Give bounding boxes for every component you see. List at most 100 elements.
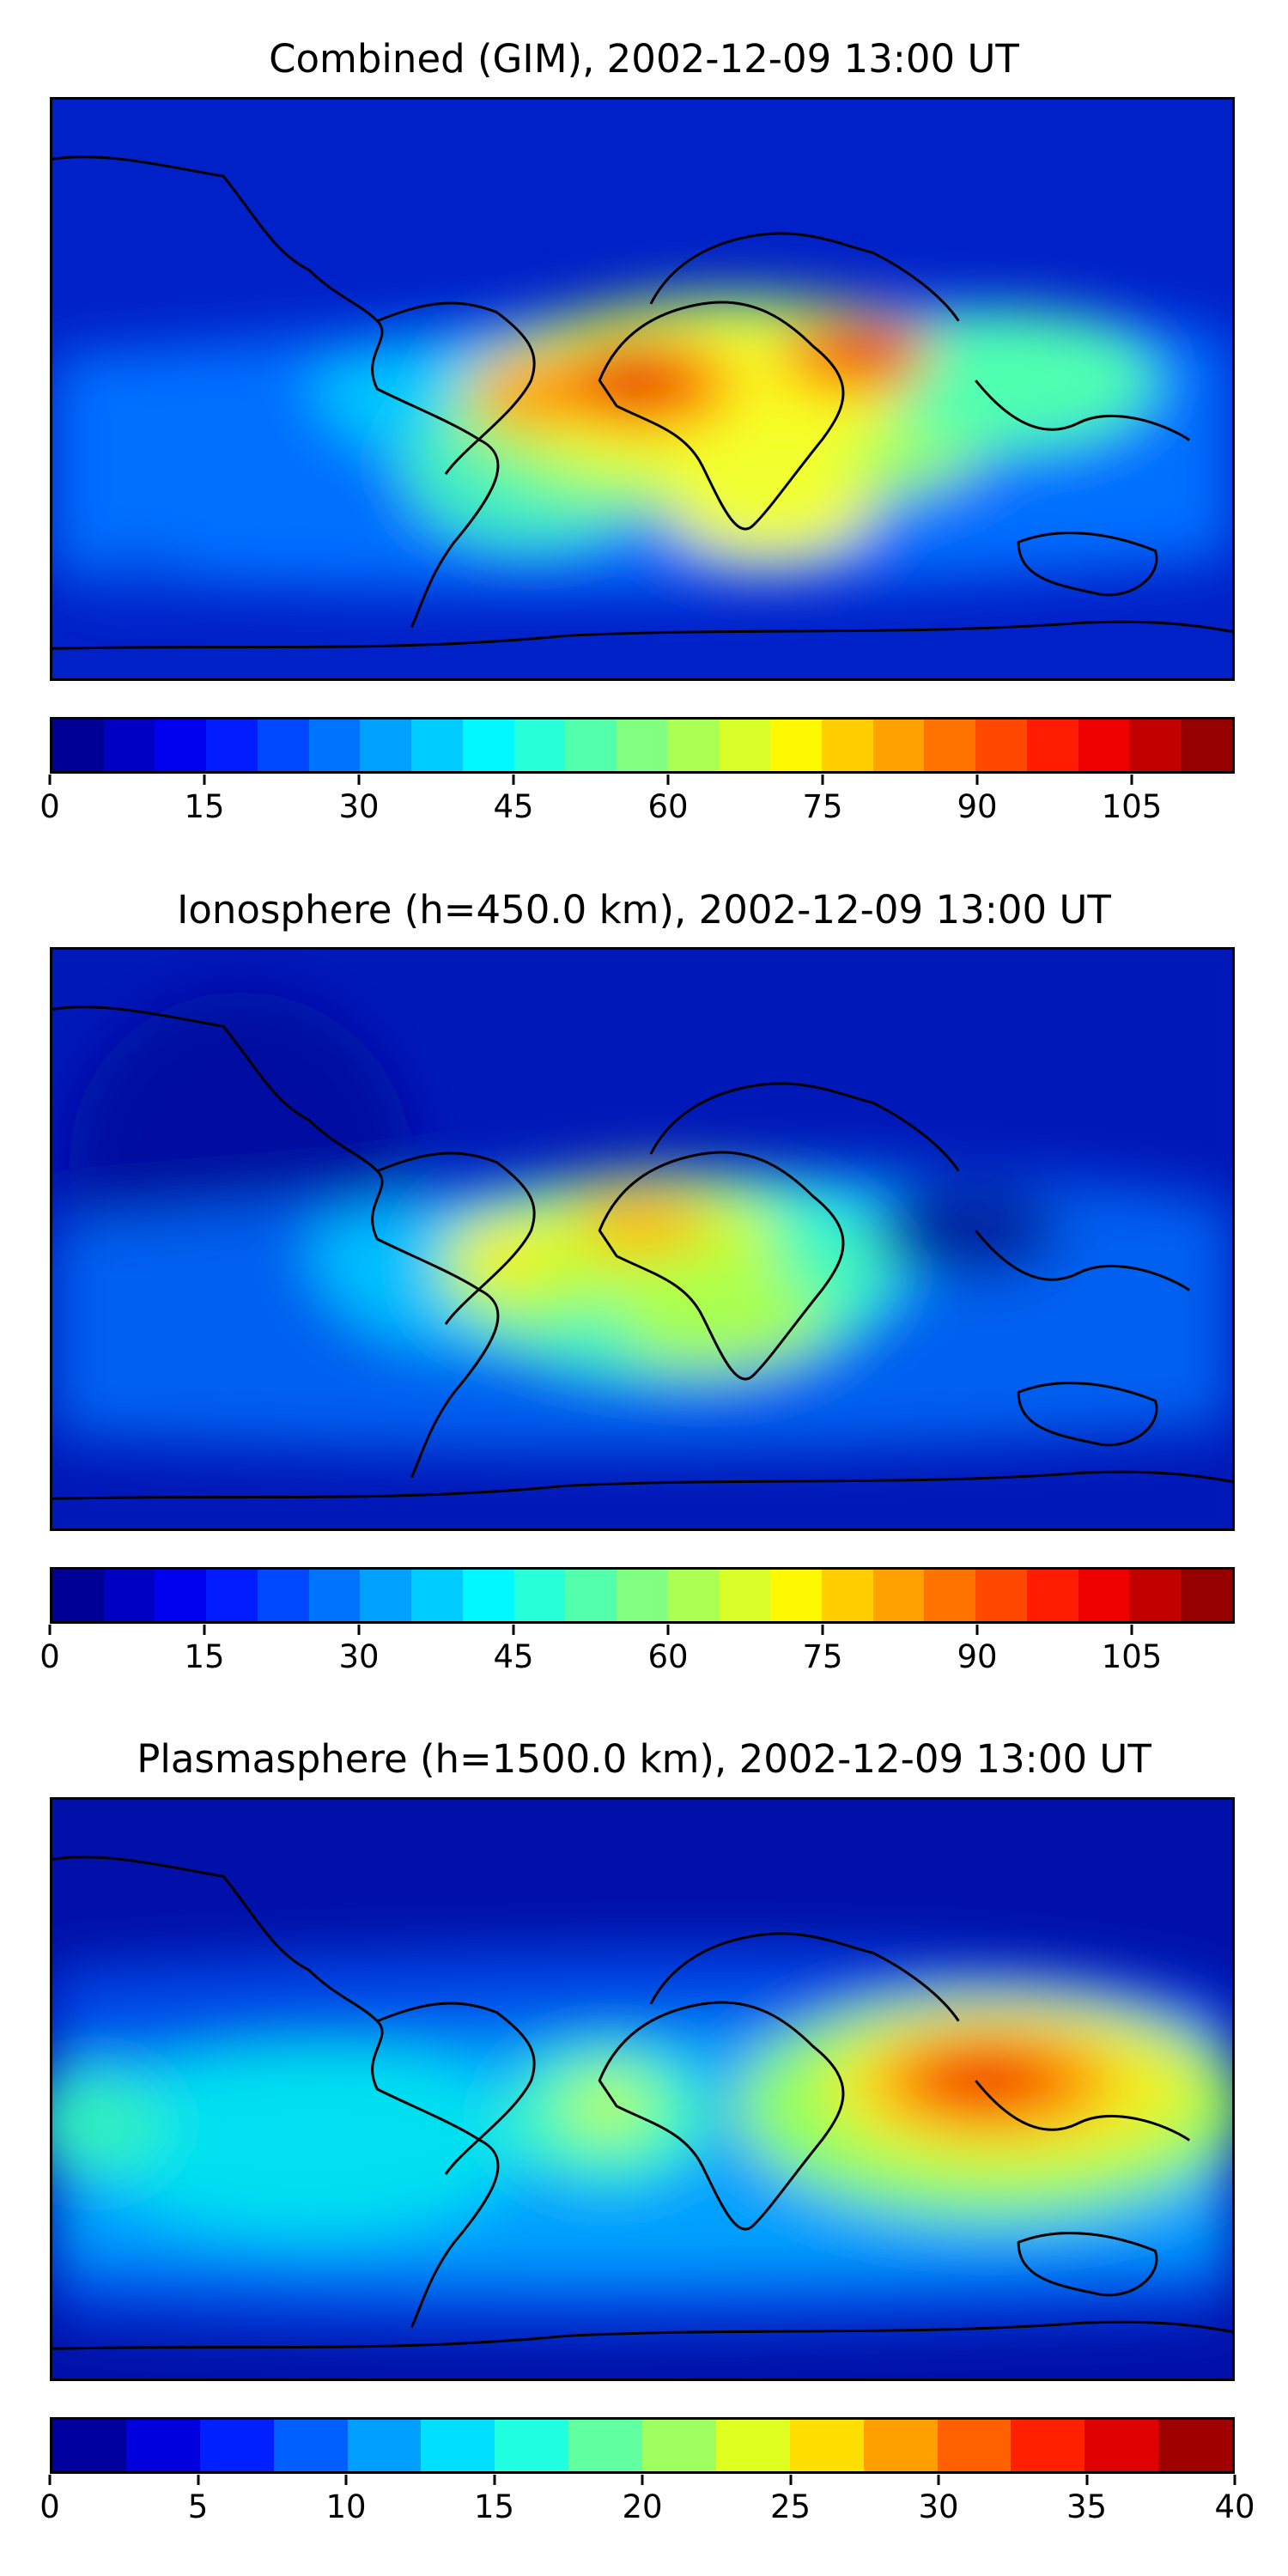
colorbar-segment (770, 1570, 823, 1621)
colorbar-segment (1129, 720, 1182, 771)
colorbar-segment (513, 720, 566, 771)
colorbar-tick-label: 0 (39, 788, 60, 825)
colorbar-segment (411, 720, 463, 771)
colorbar-segment (206, 720, 258, 771)
colorbar-segment (715, 2420, 790, 2471)
colorbar-tick-mark (493, 2475, 495, 2485)
colorbar-tick-label: 105 (1101, 788, 1163, 825)
colorbar-segment (937, 2420, 1012, 2471)
colorbar-segment (495, 2420, 569, 2471)
colorbar-segment (103, 720, 155, 771)
colorbar-segment (1026, 720, 1078, 771)
colorbar-ticks-ionosphere: 0 15 30 45 60 75 90 105 (39, 1625, 1235, 1676)
colorbar-segment (1078, 1570, 1130, 1621)
colorbar-segment (924, 1570, 976, 1621)
colorbar-segment (1084, 2420, 1159, 2471)
colorbar-tick-label: 40 (1214, 2488, 1255, 2525)
colorbar-segment (822, 1570, 873, 1621)
colorbar-tick-label: 5 (187, 2488, 209, 2525)
colorbar-tick-mark (975, 775, 979, 785)
colorbar-segment (257, 720, 309, 771)
colorbar-segment (719, 720, 771, 771)
colorbar-tick-mark (48, 2475, 52, 2485)
colorbar-tick-label: 0 (39, 2488, 60, 2525)
colorbar-segment (206, 1570, 258, 1621)
colorbar-segment (360, 1570, 412, 1621)
colorbar-tick-mark (512, 775, 515, 785)
colorbar-segment (199, 2420, 274, 2471)
colorbar-ionosphere (50, 1567, 1235, 1624)
colorbar-segment (411, 1570, 463, 1621)
colorbar-segment (273, 2420, 348, 2471)
colorbar-segment (1078, 720, 1130, 771)
colorbar-combined (50, 717, 1235, 774)
colorbar-tick-mark (1085, 2475, 1088, 2485)
colorbar-tick-mark (357, 1625, 361, 1635)
colorbar-tick-label: 60 (647, 788, 689, 825)
colorbar-tick-label: 90 (957, 788, 998, 825)
colorbar-segment (565, 1570, 617, 1621)
colorbar-tick-mark (821, 775, 824, 785)
colorbar-tick-mark (1130, 775, 1133, 785)
colorbar-segment (822, 720, 873, 771)
colorbar-segment (308, 1570, 361, 1621)
colorbar-segment (617, 1570, 668, 1621)
colorbar-tick-label: 0 (39, 1638, 60, 1675)
colorbar-tick-mark (203, 775, 206, 785)
coastlines (52, 1005, 1232, 1500)
colorbar-tick-label: 60 (647, 1638, 689, 1675)
map-plasmasphere (50, 1797, 1235, 2381)
coastlines (52, 155, 1232, 650)
colorbar-plasmasphere (50, 2417, 1235, 2474)
colorbar-tick-mark (48, 775, 52, 785)
colorbar-tick-label: 30 (338, 788, 380, 825)
colorbar-tick-label: 45 (493, 1638, 534, 1675)
colorbar-segment (308, 720, 361, 771)
colorbar-segment (719, 1570, 771, 1621)
colorbar-tick-label: 90 (957, 1638, 998, 1675)
colorbar-segment (52, 1570, 104, 1621)
colorbar-tick-mark (344, 2475, 348, 2485)
colorbar-segment (975, 1570, 1027, 1621)
colorbar-segment (155, 1570, 207, 1621)
colorbar-segment (1129, 1570, 1182, 1621)
tec-map-combined (52, 100, 1232, 678)
tec-map-ionosphere (52, 950, 1232, 1528)
colorbar-segment (462, 720, 514, 771)
colorbar-tick-label: 30 (338, 1638, 380, 1675)
colorbar-tick-label: 25 (769, 2488, 811, 2525)
colorbar-segment (1181, 1570, 1232, 1621)
colorbar-segment (360, 720, 412, 771)
colorbar-tick-mark (821, 1625, 824, 1635)
colorbar-tick-mark (203, 1625, 206, 1635)
colorbar-segment (1158, 2420, 1232, 2471)
colorbar-tick-label: 15 (184, 788, 225, 825)
colorbar-segment (642, 2420, 716, 2471)
colorbar-segment (421, 2420, 495, 2471)
colorbar-segment (257, 1570, 309, 1621)
colorbar-ticks-plasmasphere: 0 5 10 15 20 25 30 35 40 (39, 2475, 1255, 2526)
colorbar-tick-label: 35 (1066, 2488, 1108, 2525)
colorbar-segment (568, 2420, 642, 2471)
colorbar-tick-mark (937, 2475, 940, 2485)
colorbar-tick-mark (197, 2475, 199, 2485)
colorbar-segment (789, 2420, 864, 2471)
colorbar-tick-mark (666, 1625, 670, 1635)
colorbar-tick-mark (512, 1625, 515, 1635)
colorbar-segment (1011, 2420, 1085, 2471)
colorbar-tick-mark (1130, 1625, 1133, 1635)
colorbar-tick-label: 75 (802, 788, 843, 825)
colorbar-segment (155, 720, 207, 771)
colorbar-tick-label: 15 (473, 2488, 515, 2525)
colorbar-segment (125, 2420, 200, 2471)
colorbar-segment (667, 720, 720, 771)
colorbar-segment (347, 2420, 422, 2471)
coastlines (52, 1856, 1232, 2350)
colorbar-tick-label: 10 (325, 2488, 367, 2525)
colorbar-segment (1026, 1570, 1078, 1621)
colorbar-tick-mark (1233, 2475, 1236, 2485)
colorbar-tick-label: 75 (802, 1638, 843, 1675)
colorbar-tick-label: 30 (918, 2488, 959, 2525)
colorbar-segment (617, 720, 668, 771)
colorbar-segment (975, 720, 1027, 771)
